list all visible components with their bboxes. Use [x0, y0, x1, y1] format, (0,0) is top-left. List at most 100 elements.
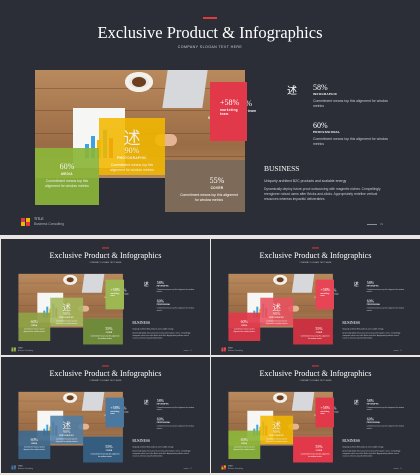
coffee-cup	[63, 274, 78, 285]
tile-media: 60% MEDIA Commitment means top this alig…	[18, 430, 51, 460]
stat-professional: 60% PROFESSIONAL Commitment means top th…	[156, 299, 195, 312]
coffee-cup	[273, 274, 288, 285]
stat-professional: 60% PROFESSIONAL Commitment means top th…	[156, 417, 195, 430]
business-body: Dynamically deploy future-proof outsourc…	[132, 450, 191, 457]
business-heading: BUSINESS	[132, 320, 151, 326]
laptop	[291, 391, 315, 411]
stat-infographic: 58% INFOGRAPHIC Commitment means top thi…	[313, 83, 389, 108]
page-number: 01	[190, 467, 192, 470]
title-accent-rule	[102, 247, 109, 249]
slide-subtitle: COMPANY SLOGAN TEXT HERE	[299, 261, 332, 264]
tile-photographic: 述 90% PHOTOGRAPHIC Commitment means top …	[260, 297, 294, 327]
logo-icon	[221, 465, 226, 470]
slide-thumbnail-blue[interactable]: Exclusive Product & Infographics COMPANY…	[1, 357, 210, 473]
hand	[288, 423, 300, 430]
page-number: 01	[380, 222, 384, 226]
laptop	[291, 273, 315, 293]
slide-title: Exclusive Product & Infographics	[259, 368, 372, 378]
business-heading: BUSINESS	[342, 438, 361, 444]
business-body: Dynamically deploy future-proof outsourc…	[264, 187, 381, 201]
stat-professional: 60% PROFESSIONAL Commitment means top th…	[366, 417, 405, 430]
page-number: 01	[190, 349, 192, 352]
tile-glyph-icon: 述	[272, 421, 281, 431]
tile-photographic: 述 90% PHOTOGRAPHIC Commitment means top …	[260, 415, 294, 445]
stat-infographic: 58% INFOGRAPHIC Commitment means top thi…	[366, 398, 405, 411]
service-glyph-icon: 述	[287, 86, 297, 97]
tile-glyph-icon: 述	[272, 303, 281, 313]
page-number: 01	[400, 467, 402, 470]
tile-cover: 55% COVER Commitment means top this alig…	[293, 436, 333, 463]
title-accent-rule	[203, 17, 217, 19]
tile-marketing-front: +58% marketing team	[315, 279, 334, 310]
slide-subtitle: COMPANY SLOGAN TEXT HERE	[89, 261, 122, 264]
service-glyph-icon: 述	[353, 399, 359, 406]
coffee-cup	[273, 392, 288, 403]
title-accent-rule	[102, 365, 109, 367]
tile-photographic: 述 90% PHOTOGRAPHIC Commitment means top …	[99, 118, 165, 175]
tile-cover: 55% COVER Commitment means top this alig…	[293, 318, 333, 345]
hand	[288, 305, 300, 312]
hand	[78, 305, 90, 312]
business-subheading: Uniquely architect B2C products and scal…	[264, 179, 347, 183]
tile-glyph-icon: 述	[62, 303, 71, 313]
slide-thumbnail-olive[interactable]: Exclusive Product & Infographics COMPANY…	[1, 239, 210, 355]
slide-thumbnail-multicolor[interactable]: Exclusive Product & Infographics COMPANY…	[211, 357, 420, 473]
business-body: Dynamically deploy future-proof outsourc…	[342, 450, 401, 457]
tile-photographic: 述 90% PHOTOGRAPHIC Commitment means top …	[50, 297, 84, 327]
tile-cover: 55% COVER Commitment means top this alig…	[83, 318, 123, 345]
stat-infographic: 58% INFOGRAPHIC Commitment means top thi…	[156, 398, 195, 411]
business-body: Dynamically deploy future-proof outsourc…	[132, 332, 191, 339]
tile-glyph-icon: 述	[123, 129, 141, 148]
laptop	[81, 273, 105, 293]
hand	[78, 423, 90, 430]
slide-subtitle: COMPANY SLOGAN TEXT HERE	[177, 45, 243, 49]
logo-icon	[21, 218, 30, 226]
tile-marketing-front: +58% marketing team	[105, 397, 124, 428]
tile-marketing-front: +58% marketing team	[210, 82, 247, 141]
business-heading: BUSINESS	[132, 438, 151, 444]
slide-main[interactable]: Exclusive Product & Infographics COMPANY…	[0, 0, 420, 235]
slide-subtitle: COMPANY SLOGAN TEXT HERE	[89, 379, 122, 382]
slide-title: Exclusive Product & Infographics	[49, 250, 162, 260]
slide-title: Exclusive Product & Infographics	[259, 250, 372, 260]
slide-subtitle: COMPANY SLOGAN TEXT HERE	[299, 379, 332, 382]
logo-icon	[11, 347, 16, 352]
page-number: 01	[400, 349, 402, 352]
tile-cover: 55% COVER Commitment means top this alig…	[165, 160, 245, 212]
tile-marketing-front: +58% marketing team	[105, 279, 124, 310]
tile-marketing-front: +58% marketing team	[315, 397, 334, 428]
tile-media: 60% MEDIA Commitment means top this alig…	[35, 148, 99, 205]
tile-media: 60% MEDIA Commitment means top this alig…	[228, 312, 261, 342]
business-subheading: Uniquely architect B2C products and scal…	[132, 446, 174, 449]
stat-infographic: 58% INFOGRAPHIC Commitment means top thi…	[156, 280, 195, 293]
service-glyph-icon: 述	[143, 281, 149, 288]
tile-cover: 55% COVER Commitment means top this alig…	[83, 436, 123, 463]
stat-professional: 60% PROFESSIONAL Commitment means top th…	[366, 299, 405, 312]
tile-media: 60% MEDIA Commitment means top this alig…	[18, 312, 51, 342]
slide-title: Exclusive Product & Infographics	[49, 368, 162, 378]
tile-media: 60% MEDIA Commitment means top this alig…	[228, 430, 261, 460]
service-glyph-icon: 述	[143, 399, 149, 406]
tile-glyph-icon: 述	[62, 421, 71, 431]
tile-photographic: 述 90% PHOTOGRAPHIC Commitment means top …	[50, 415, 84, 445]
title-accent-rule	[312, 247, 319, 249]
logo-icon	[221, 347, 226, 352]
logo-icon	[11, 465, 16, 470]
business-heading: BUSINESS	[264, 164, 300, 173]
laptop	[81, 391, 105, 411]
title-accent-rule	[312, 365, 319, 367]
coffee-cup	[125, 72, 153, 92]
slide-title: Exclusive Product & Infographics	[97, 23, 323, 42]
business-heading: BUSINESS	[342, 320, 361, 326]
service-glyph-icon: 述	[353, 281, 359, 288]
coffee-cup	[63, 392, 78, 403]
slide-thumbnail-red[interactable]: Exclusive Product & Infographics COMPANY…	[211, 239, 420, 355]
stat-infographic: 58% INFOGRAPHIC Commitment means top thi…	[366, 280, 405, 293]
page-rule	[367, 223, 377, 225]
business-body: Dynamically deploy future-proof outsourc…	[342, 332, 401, 339]
business-subheading: Uniquely architect B2C products and scal…	[342, 328, 384, 331]
business-subheading: Uniquely architect B2C products and scal…	[132, 328, 174, 331]
business-subheading: Uniquely architect B2C products and scal…	[342, 446, 384, 449]
laptop	[162, 70, 208, 108]
stat-professional: 60% PROFESSIONAL Commitment means top th…	[313, 121, 389, 146]
